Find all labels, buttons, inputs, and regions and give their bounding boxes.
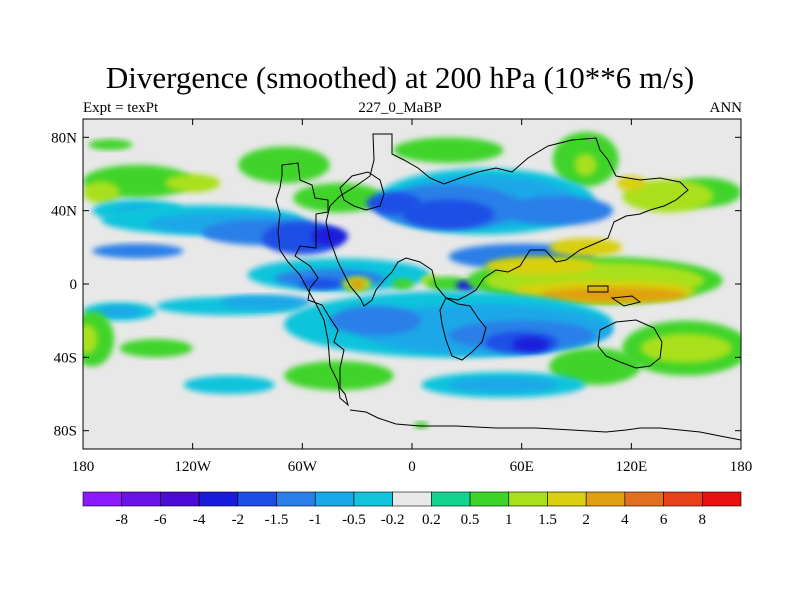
- map-axes: 180 120W 60W 0 60E 120E 180 80N 40N 0 40S 80S: [51, 119, 752, 475]
- case-label: 227_0_MaBP: [358, 100, 442, 116]
- contour-patch-11: [293, 183, 385, 213]
- colorbar-swatch: [237, 491, 277, 507]
- contour-patch-30: [298, 278, 343, 290]
- colorbar-swatch: [624, 491, 664, 507]
- colorbar-swatch: [314, 491, 355, 507]
- contour-patch-27: [92, 243, 184, 259]
- colorbar-label: 0.5: [461, 512, 480, 528]
- contour-patch-57: [640, 333, 732, 363]
- colorbar-swatch: [198, 491, 239, 507]
- contour-patch-61: [284, 361, 394, 391]
- colorbar-label: 6: [660, 512, 668, 528]
- south-africa-outline: [439, 297, 487, 361]
- colorbar-label: 1: [505, 512, 513, 528]
- colorbar-swatch: [431, 491, 471, 507]
- y-tick-label: 40S: [54, 350, 77, 366]
- y-tick-label: 40N: [51, 204, 77, 220]
- x-tick-label: 180: [730, 459, 753, 475]
- colorbar: -8 -6 -4 -2 -1.5 -1 -0.5 -0.2 0.2 0.5 1 1.5 2 4 6 8: [82, 491, 742, 528]
- colorbar-swatch: [353, 491, 393, 507]
- antarctica-outline: [349, 409, 741, 441]
- continent-outlines: [275, 133, 741, 441]
- colorbar-label: -8: [115, 512, 128, 528]
- colorbar-swatch: [469, 491, 510, 507]
- greenland-outline: [339, 171, 385, 211]
- y-tick-label: 80N: [51, 130, 77, 146]
- colorbar-label: 1.5: [538, 512, 557, 528]
- y-tick-label: 0: [70, 277, 78, 293]
- colorbar-label: -1: [309, 512, 322, 528]
- contour-patch-41: [485, 256, 595, 275]
- experiment-label: Expt = texPt: [83, 100, 159, 116]
- colorbar-swatch: [663, 491, 703, 507]
- contour-patch-63: [413, 421, 429, 429]
- colorbar-label: -4: [193, 512, 206, 528]
- contour-patch-40: [539, 287, 687, 303]
- colorbar-label: 4: [621, 512, 629, 528]
- x-tick-label: 180: [72, 459, 95, 475]
- contour-patch-60: [448, 377, 559, 393]
- colorbar-swatch: [82, 491, 123, 507]
- colorbar-label: -0.5: [342, 512, 366, 528]
- x-tick-label: 60E: [510, 459, 534, 475]
- maritime-islands-outline: [587, 285, 642, 307]
- contour-patch-55: [119, 339, 193, 358]
- contour-patch-46: [220, 295, 312, 310]
- contour-patch-2: [393, 137, 504, 164]
- colorbar-swatch: [508, 491, 548, 507]
- contour-patch-0: [88, 139, 133, 151]
- contour-patch-7: [622, 179, 714, 213]
- x-tick-label: 120E: [615, 459, 647, 475]
- colorbar-swatch: [701, 491, 742, 507]
- contour-patch-44: [97, 306, 142, 317]
- colorbar-swatch: [585, 491, 626, 507]
- contour-patch-33: [391, 278, 414, 290]
- colorbar-swatch: [547, 491, 587, 507]
- america-outline: [275, 162, 349, 407]
- x-tick-label: 60W: [288, 459, 318, 475]
- divergence-contours: [83, 131, 741, 429]
- colorbar-label: -0.2: [381, 512, 405, 528]
- x-tick-label: 120W: [174, 459, 212, 475]
- colorbar-label: 0.2: [422, 512, 441, 528]
- contour-patch-4: [574, 153, 597, 176]
- colorbar-label: 8: [699, 512, 707, 528]
- contour-patch-8: [83, 181, 120, 204]
- contour-patch-54: [83, 324, 98, 354]
- contour-patch-32: [349, 278, 365, 290]
- eurasia-africa-outline: [325, 133, 689, 307]
- contour-patch-9: [165, 174, 221, 193]
- colorbar-label: -1.5: [265, 512, 289, 528]
- contour-patch-19: [366, 192, 422, 215]
- season-label: ANN: [709, 100, 743, 116]
- colorbar-label: -6: [154, 512, 167, 528]
- contour-patch-17: [503, 196, 614, 226]
- colorbar-swatch: [276, 491, 316, 507]
- chart-title: Divergence (smoothed) at 200 hPa (10**6 …: [105, 60, 695, 95]
- australia-outline: [597, 319, 663, 369]
- contour-patch-50: [329, 306, 422, 336]
- colorbar-label: -2: [232, 512, 245, 528]
- x-tick-label: 0: [408, 459, 416, 475]
- contour-patch-24: [311, 227, 349, 246]
- contour-patch-18: [402, 199, 495, 229]
- contour-patch-62: [183, 375, 275, 395]
- contour-patch-58: [549, 348, 641, 385]
- colorbar-swatch: [392, 491, 432, 507]
- colorbar-swatch: [160, 491, 200, 507]
- colorbar-swatch: [121, 491, 161, 507]
- colorbar-label: 2: [582, 512, 590, 528]
- contour-patch-52: [512, 337, 550, 352]
- y-tick-label: 80S: [54, 424, 77, 440]
- contour-patch-53: [83, 311, 115, 367]
- contour-patch-10: [616, 175, 646, 191]
